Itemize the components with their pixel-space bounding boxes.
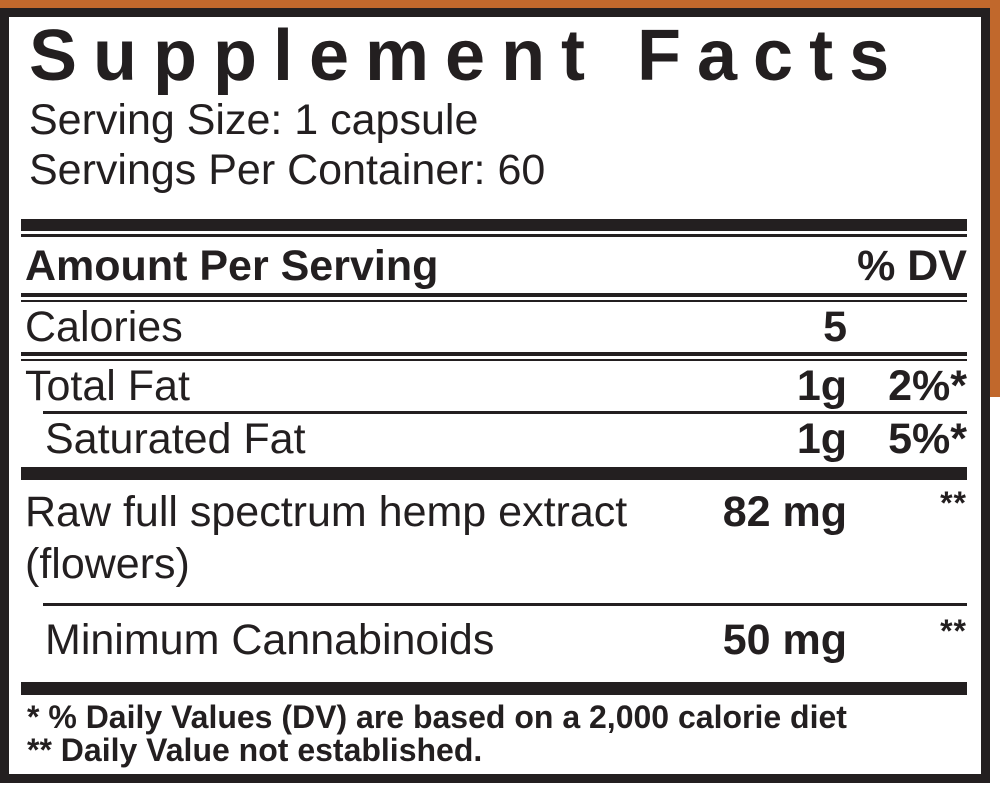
nutrient-name: Minimum Cannabinoids	[45, 616, 495, 664]
nutrient-dv: **	[940, 613, 967, 649]
nutrient-amount: 82 mg	[722, 488, 847, 536]
footnote-not-established: ** Daily Value not established.	[27, 732, 483, 768]
orange-top-strip	[0, 0, 1000, 10]
table-header-row: Amount Per Serving % DV	[21, 237, 967, 293]
thick-divider-top	[21, 219, 967, 231]
nutrient-row-hemp-extract: Raw full spectrum hemp extract (flowers)…	[21, 485, 967, 590]
amount-per-serving-label: Amount Per Serving	[25, 242, 439, 290]
nutrient-amount: 5	[823, 303, 847, 351]
footnotes: * % Daily Values (DV) are based on a 2,0…	[27, 701, 967, 767]
thin-divider-top	[21, 234, 967, 237]
nutrient-name: Calories	[25, 303, 183, 351]
double-rule-top-line	[21, 293, 967, 297]
nutrient-amount: 50 mg	[722, 616, 847, 664]
panel-title: Supplement Facts	[29, 16, 906, 96]
inset-rule	[43, 603, 967, 606]
double-rule-bottom-line	[21, 300, 967, 302]
nutrient-amount: 1g	[796, 415, 847, 463]
panel-content: Supplement Facts Serving Size: 1 capsule…	[9, 17, 981, 773]
nutrient-name-line1: Raw full spectrum hemp extract	[25, 488, 628, 536]
nutrient-name: Saturated Fat	[45, 415, 306, 463]
heavy-divider	[21, 682, 967, 695]
double-rule-bottom-line	[21, 359, 967, 361]
supplement-facts-panel: Supplement Facts Serving Size: 1 capsule…	[0, 8, 990, 783]
nutrient-amount: 1g	[796, 362, 847, 410]
nutrient-row-total-fat: Total Fat 1g 2%*	[21, 361, 967, 411]
nutrient-dv: 2%*	[888, 362, 967, 410]
nutrient-name: Total Fat	[25, 362, 190, 410]
nutrient-row-minimum-cannabinoids: Minimum Cannabinoids 50 mg **	[21, 613, 967, 666]
nutrient-name: Raw full spectrum hemp extract (flowers)	[21, 486, 722, 590]
double-rule-top-line	[21, 352, 967, 356]
nutrient-dv: **	[940, 485, 967, 521]
nutrient-dv: 5%*	[888, 415, 967, 463]
nutrient-row-calories: Calories 5	[21, 302, 967, 352]
inset-rule	[43, 411, 967, 414]
percent-dv-label: % DV	[857, 242, 967, 290]
footnote-daily-values: * % Daily Values (DV) are based on a 2,0…	[27, 699, 847, 735]
heavy-divider	[21, 467, 967, 480]
servings-per-container-line: Servings Per Container: 60	[29, 146, 546, 194]
nutrient-name-line2: (flowers)	[25, 540, 190, 588]
serving-info: Serving Size: 1 capsule Servings Per Con…	[21, 95, 967, 195]
serving-size-line: Serving Size: 1 capsule	[29, 96, 479, 144]
nutrient-row-saturated-fat: Saturated Fat 1g 5%*	[21, 414, 967, 464]
